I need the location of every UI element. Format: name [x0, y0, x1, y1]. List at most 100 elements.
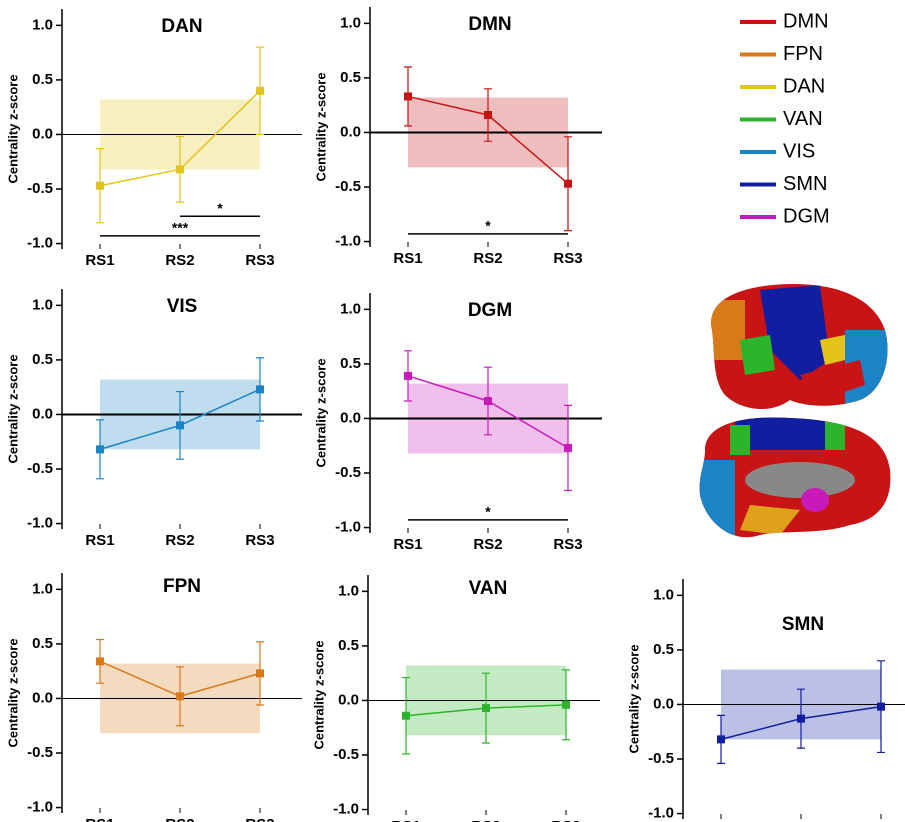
y-tick-label: 0.5: [32, 71, 53, 88]
y-tick-label: -0.5: [648, 750, 674, 767]
x-tick-label: RS1: [85, 252, 114, 269]
panel: 1.0 0.5 0.0 -0.5 -1.0 Centrality z-score VIS RS…: [5, 289, 302, 549]
x-tick-label: RS2: [165, 252, 194, 269]
panel-title: VAN: [469, 578, 508, 599]
panel: 1.0 0.5 0.0 -0.5 -1.0 Centrality z-score VAN RS…: [311, 575, 600, 822]
data-point: [402, 711, 410, 720]
y-axis-label: Centrality z-score: [626, 644, 641, 753]
y-tick-label: -1.0: [333, 801, 359, 818]
y-tick-label: 0.5: [32, 635, 53, 652]
data-point: [484, 111, 492, 119]
y-tick-label: -1.0: [27, 799, 53, 816]
y-tick-label: -1.0: [27, 235, 53, 252]
x-tick-label: RS3: [245, 816, 274, 822]
y-tick-label: -1.0: [648, 805, 674, 822]
data-point: [176, 165, 184, 174]
significance-label: ***: [172, 220, 189, 236]
y-tick-label: -1.0: [335, 519, 361, 536]
panel-title: SMN: [782, 614, 824, 635]
y-tick-label: 1.0: [340, 14, 361, 31]
y-axis-label: Centrality z-score: [5, 74, 20, 183]
x-tick-label: RS2: [473, 250, 502, 267]
data-point: [564, 179, 572, 188]
data-point: [256, 385, 264, 394]
y-tick-label: 0.0: [32, 405, 53, 422]
data-point: [256, 86, 264, 95]
data-point: [564, 443, 572, 452]
panel-title: FPN: [163, 576, 201, 597]
y-tick-label: 0.0: [338, 691, 359, 708]
legend-label: FPN: [783, 43, 823, 65]
y-tick-label: 0.0: [32, 125, 53, 142]
significance-label: *: [217, 200, 223, 216]
y-tick-label: 0.0: [32, 689, 53, 706]
y-tick-label: 1.0: [338, 582, 359, 599]
data-point: [717, 735, 725, 744]
panel-title: VIS: [167, 296, 198, 317]
brain-medial: [699, 417, 891, 538]
legend-label: DMN: [783, 10, 829, 32]
x-tick-label: RS3: [553, 536, 582, 553]
y-tick-label: 1.0: [32, 296, 53, 313]
y-tick-label: -1.0: [27, 515, 53, 532]
x-tick-label: RS1: [391, 818, 420, 822]
y-tick-label: -0.5: [27, 460, 53, 477]
y-tick-label: 0.5: [338, 637, 359, 654]
y-tick-label: -0.5: [333, 746, 359, 763]
data-point: [96, 657, 104, 666]
x-tick-label: RS2: [165, 532, 194, 549]
panel: 1.0 0.5 0.0 -0.5 -1.0 Centrality z-score DGM RS…: [313, 293, 602, 553]
y-axis-label: Centrality z-score: [5, 354, 20, 463]
data-point: [562, 700, 570, 709]
data-point: [176, 692, 184, 701]
y-axis-label: Centrality z-score: [311, 640, 326, 749]
panel-title: DAN: [161, 16, 202, 37]
legend-label: VAN: [783, 108, 823, 130]
legend-label: VIS: [783, 140, 815, 162]
x-tick-label: RS2: [165, 816, 194, 822]
panel: 1.0 0.5 0.0 -0.5 -1.0 Centrality z-score DMN RS…: [313, 7, 602, 267]
y-tick-label: -0.5: [335, 464, 361, 481]
data-point: [176, 421, 184, 430]
y-axis-label: Centrality z-score: [313, 358, 328, 467]
data-point: [404, 371, 412, 380]
y-tick-label: -0.5: [27, 744, 53, 761]
y-tick-label: -1.0: [335, 233, 361, 250]
y-tick-label: 0.0: [340, 409, 361, 426]
panel-title: DGM: [468, 300, 512, 321]
legend-label: SMN: [783, 173, 827, 195]
data-point: [96, 445, 104, 454]
data-point: [877, 702, 885, 711]
y-tick-label: 0.0: [340, 123, 361, 140]
y-tick-label: 0.5: [32, 351, 53, 368]
x-tick-label: RS1: [85, 532, 114, 549]
panel: 1.0 0.5 0.0 -0.5 -1.0 Centrality z-score FPN RS…: [5, 573, 302, 822]
x-tick-label: RS1: [393, 536, 422, 553]
y-axis-label: Centrality z-score: [313, 72, 328, 181]
x-tick-label: RS3: [553, 250, 582, 267]
y-tick-label: 0.5: [340, 69, 361, 86]
legend-label: DGM: [783, 205, 830, 227]
x-tick-label: RS3: [245, 532, 274, 549]
data-point: [404, 92, 412, 101]
y-tick-label: -0.5: [335, 178, 361, 195]
legend-label: DAN: [783, 75, 825, 97]
significance-label: *: [485, 218, 491, 234]
y-tick-label: 0.5: [653, 641, 674, 658]
data-point: [797, 714, 805, 723]
panel: 1.0 0.5 0.0 -0.5 -1.0 Centrality z-score DAN RS…: [5, 9, 302, 269]
data-point: [256, 669, 264, 678]
y-axis-label: Centrality z-score: [5, 638, 20, 747]
y-tick-label: 1.0: [653, 586, 674, 603]
y-tick-label: 0.0: [653, 695, 674, 712]
x-tick-label: RS2: [471, 818, 500, 822]
y-tick-label: 1.0: [340, 300, 361, 317]
x-tick-label: RS1: [85, 816, 114, 822]
y-tick-label: -0.5: [27, 180, 53, 197]
x-tick-label: RS2: [473, 536, 502, 553]
x-tick-label: RS3: [245, 252, 274, 269]
significance-label: *: [485, 504, 491, 520]
brain-lateral: [711, 283, 888, 410]
panel-title: DMN: [468, 14, 511, 35]
